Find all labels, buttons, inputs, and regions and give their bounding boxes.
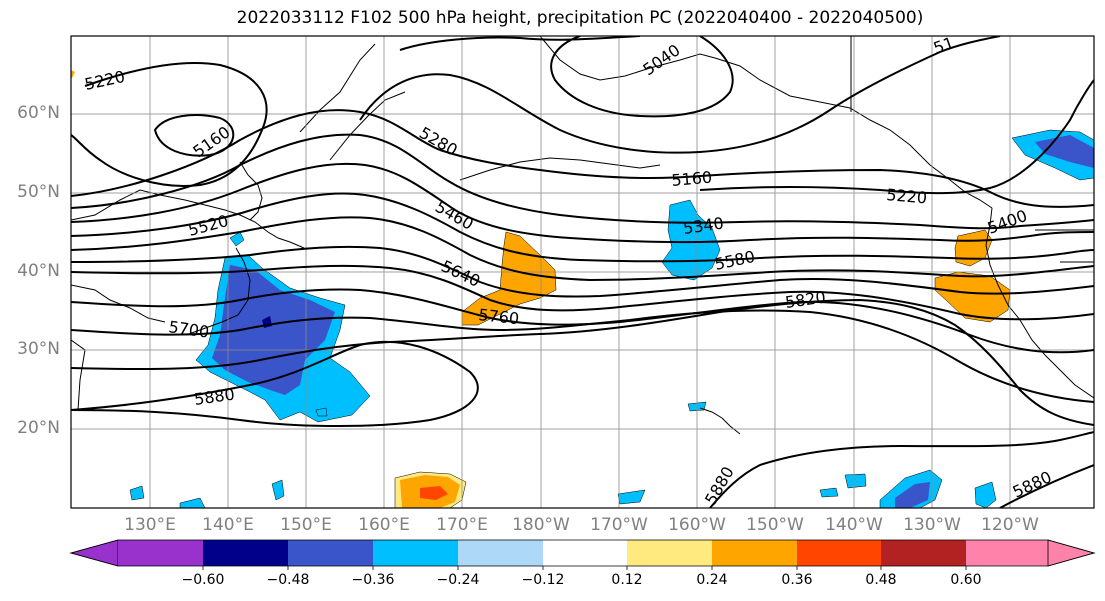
contour-5880-w <box>71 340 479 427</box>
lat-label: 50°N <box>17 182 60 202</box>
lon-label: 170°W <box>590 515 648 535</box>
colorbar-tick-label: −0.12 <box>521 572 565 588</box>
lon-label: 140°W <box>825 515 883 535</box>
lon-label: 130°E <box>124 515 176 535</box>
colorbar-extend-high <box>1047 539 1096 567</box>
precip-neg-small-5 <box>179 497 206 508</box>
contour-label: 5760 <box>478 305 520 328</box>
lon-label: 130°W <box>903 515 961 535</box>
contour-label: 5160 <box>671 168 713 190</box>
lat-label: 30°N <box>17 339 60 359</box>
contour-5220-e <box>699 79 1094 195</box>
colorbar-tick-label: −0.36 <box>351 572 395 588</box>
contour-5760 <box>71 309 1094 403</box>
contour-5400 <box>71 162 1094 244</box>
contour-5640 <box>71 264 1094 321</box>
colorbar-tick-label: −0.60 <box>181 572 225 588</box>
contour-5880-se <box>999 464 1094 508</box>
contour-5700 <box>71 288 1094 354</box>
lon-label: 160°E <box>358 515 410 535</box>
colorbar-tick-label: 0.24 <box>696 572 728 588</box>
precip-neg-sw-b <box>974 481 997 508</box>
precip-pos-na-north <box>954 229 993 267</box>
precip-neg-ne-dark <box>1035 135 1094 168</box>
coast-aleutians <box>459 157 661 181</box>
colorbar-segment <box>797 540 881 566</box>
colorbar-segment <box>373 540 458 566</box>
colorbar-tick-label: 0.36 <box>781 572 813 588</box>
contour-5580 <box>71 245 1094 298</box>
contour-5520 <box>71 216 1094 282</box>
colorbar-extend-low <box>69 539 119 567</box>
contour-5220-nw <box>71 62 268 187</box>
precip-neg-small-9 <box>271 479 285 501</box>
contour-5880-e <box>709 431 1094 508</box>
contour-5040 <box>399 36 734 118</box>
precip-neg-small-8 <box>315 407 328 417</box>
precip-pos-bottom-core <box>420 486 448 500</box>
colorbar-tick-label: −0.48 <box>266 572 310 588</box>
colorbar-outline <box>69 539 1096 567</box>
colorbar-segment <box>543 540 627 566</box>
precip-neg-small-4 <box>819 487 839 498</box>
colorbar-segment <box>966 540 1048 566</box>
lon-label: 150°W <box>746 515 804 535</box>
lat-label: 60°N <box>17 103 60 123</box>
lon-label: 160°W <box>668 515 726 535</box>
colorbar-segment <box>203 540 288 566</box>
colorbar-tick-label: −0.24 <box>436 572 480 588</box>
colorbar-segment <box>118 540 203 566</box>
colorbar-tick-label: 0.60 <box>950 572 982 588</box>
precip-neg-sw-a-dark <box>895 482 930 508</box>
height-contours <box>71 36 1094 508</box>
contour-5820 <box>71 298 1094 426</box>
coast-north-america <box>985 207 1094 399</box>
colorbar-segment <box>627 540 712 566</box>
precip-pos-corner <box>71 70 75 78</box>
coast-japan <box>185 161 263 336</box>
lon-label: 180°W <box>512 515 570 535</box>
contour-5340 <box>71 133 1094 230</box>
colorbar-segment <box>458 540 543 566</box>
plot-frame <box>70 35 1095 509</box>
contour-label: 5220 <box>886 185 928 207</box>
precip-neg-small-1 <box>229 231 245 247</box>
map-title: 2022033112 F102 500 hPa height, precipit… <box>236 8 924 28</box>
contour-5160-n <box>359 36 1001 154</box>
contour-5160-loop <box>153 114 235 157</box>
lon-label: 150°E <box>280 515 332 535</box>
contour-label: 51 <box>931 33 957 58</box>
colorbar-segment <box>288 540 373 566</box>
lat-label: 20°N <box>17 418 60 438</box>
colorbar-segment <box>881 540 966 566</box>
lat-label: 40°N <box>17 261 60 281</box>
colorbar-tick-label: 0.12 <box>611 572 643 588</box>
lon-label: 140°E <box>202 515 254 535</box>
precip-pos-na-south <box>934 271 1011 323</box>
colorbar-tick-label: 0.48 <box>865 572 897 588</box>
precip-neg-small-6 <box>129 485 145 501</box>
border-canada <box>850 36 1094 263</box>
precip-neg-small-2 <box>844 473 867 489</box>
colorbar-segment <box>712 540 797 566</box>
lon-label: 120°W <box>981 515 1039 535</box>
lon-label: 170°E <box>436 515 488 535</box>
contour-5460 <box>71 192 1094 263</box>
colorbar <box>69 539 1096 570</box>
contour-5280 <box>71 109 1094 208</box>
